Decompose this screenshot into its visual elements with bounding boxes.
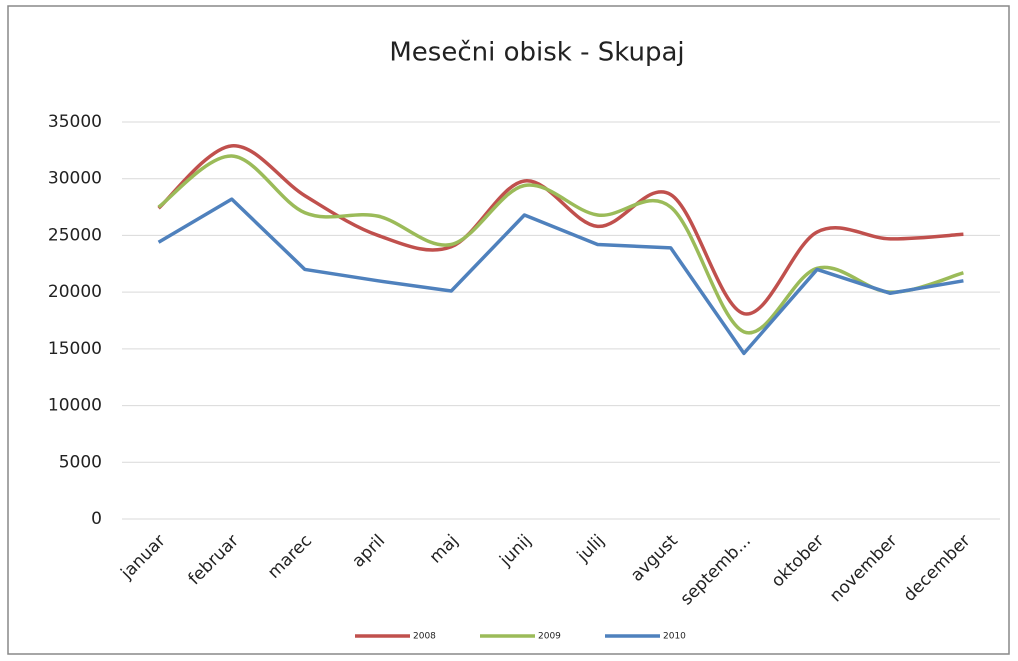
legend-label: 2010 (663, 632, 686, 642)
chart-title: Mesečni obisk - Skupaj (389, 38, 684, 68)
series-line (157, 144, 964, 316)
y-tick-label: 35000 (48, 112, 102, 132)
y-tick-label: 30000 (48, 169, 102, 189)
y-tick-label: 15000 (48, 339, 102, 359)
legend-label: 2008 (413, 632, 436, 642)
legend-label: 2009 (538, 632, 561, 642)
y-tick-label: 25000 (48, 225, 102, 245)
chart-border (7, 5, 1010, 655)
y-tick-label: 5000 (59, 452, 102, 472)
series-line (157, 197, 964, 356)
y-tick-label: 0 (91, 509, 102, 529)
y-tick-label: 10000 (48, 396, 102, 416)
y-tick-label: 20000 (48, 282, 102, 302)
